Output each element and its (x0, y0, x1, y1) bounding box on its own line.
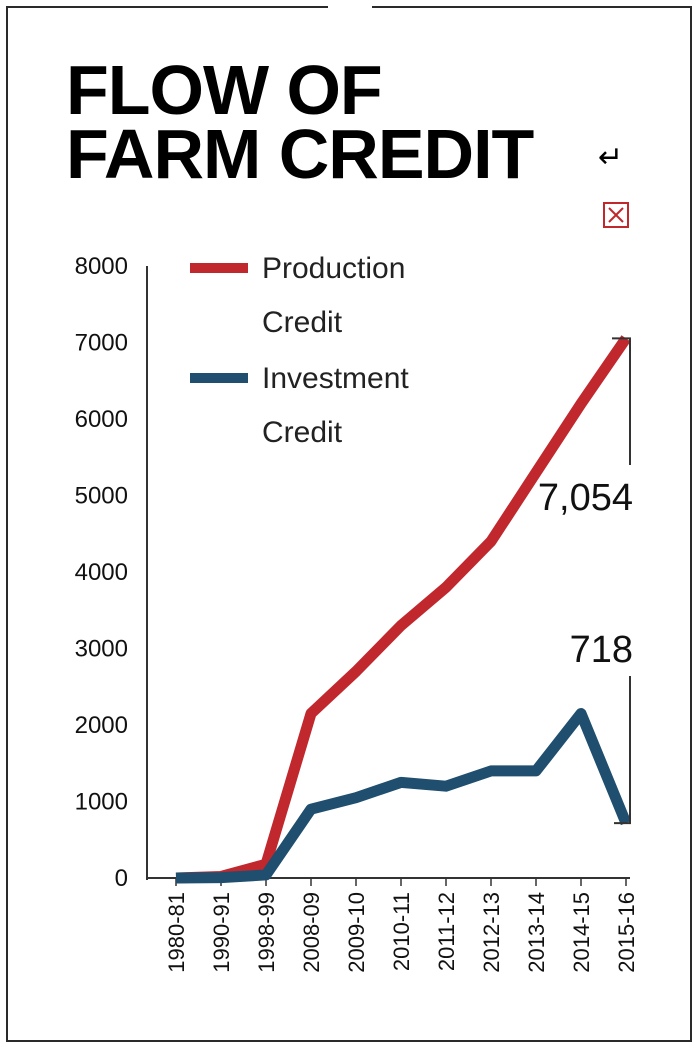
x-tick-label: 2015-16 (614, 892, 639, 973)
y-tick-label: 1000 (75, 789, 128, 816)
series-line-production-credit (175, 335, 631, 884)
x-tick-label: 2008-09 (299, 892, 324, 973)
crossed-box-icon-glyph (608, 207, 624, 223)
x-tick-label: 1998-99 (254, 892, 279, 973)
x-tick-label: 2010-11 (389, 892, 414, 971)
y-tick-label: 0 (115, 865, 128, 892)
x-tick-label: 2011-12 (434, 892, 459, 971)
return-arrow-icon: ↵ (598, 140, 624, 175)
y-tick-label: 4000 (75, 559, 128, 586)
chart-frame (6, 6, 692, 1042)
x-tick-label: 1980-81 (164, 892, 189, 973)
chart-title: FLOW OF FARM CREDIT (66, 51, 534, 193)
title-line-1: FLOW OF (66, 51, 383, 129)
x-tick-label: 2014-15 (569, 892, 594, 973)
legend-label: Credit (262, 416, 343, 449)
y-tick-label: 5000 (75, 483, 128, 510)
y-tick-label: 8000 (75, 253, 128, 280)
x-tick-label: 2012-13 (479, 892, 504, 973)
y-tick-label: 6000 (75, 406, 128, 433)
y-tick-label: 2000 (75, 712, 128, 739)
callout-label-production: 7,054 (538, 477, 633, 519)
legend-label: Credit (262, 306, 343, 339)
callout-label-investment: 718 (570, 629, 633, 671)
x-tick-label: 2013-14 (524, 892, 549, 973)
callout-bracket-investment (614, 676, 631, 825)
legend-label: Production (262, 252, 405, 285)
x-tick-label: 1990-91 (209, 892, 234, 973)
callout-bracket-production (612, 337, 631, 465)
series-line-investment-credit (175, 708, 632, 884)
y-tick-label: 3000 (75, 636, 128, 663)
crossed-box-icon (603, 202, 629, 228)
y-tick-label: 7000 (75, 330, 128, 357)
x-tick-label: 2009-10 (344, 892, 369, 973)
legend-label: Investment (262, 362, 409, 395)
title-line-2: FARM CREDIT (66, 115, 534, 193)
frame-notch (328, 0, 372, 12)
